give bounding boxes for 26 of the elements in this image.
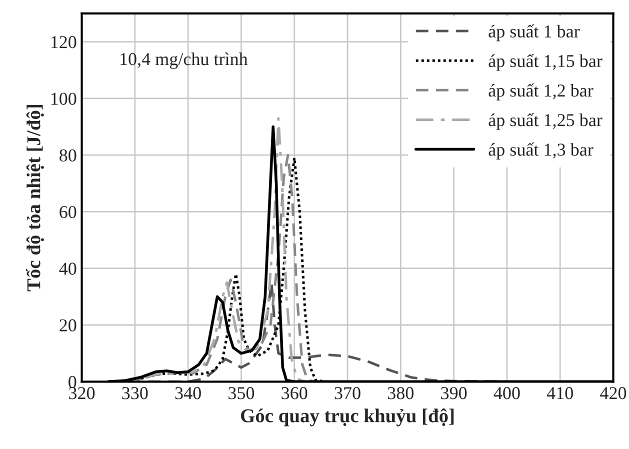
x-tick-label: 340 bbox=[175, 387, 201, 400]
x-tick-label: 330 bbox=[122, 387, 148, 400]
legend-label: áp suất 1,15 bar bbox=[488, 54, 602, 71]
legend-label: áp suất 1,25 bar bbox=[488, 112, 602, 130]
x-tick-label: 380 bbox=[388, 387, 414, 400]
y-tick-label: 80 bbox=[60, 149, 76, 162]
y-tick-label: 120 bbox=[51, 36, 76, 48]
x-tick-label: 360 bbox=[282, 387, 308, 400]
y-tick-label: 60 bbox=[60, 206, 76, 218]
annotation: 10,4 mg/chu trình bbox=[120, 52, 248, 69]
x-tick-label: 400 bbox=[494, 387, 520, 400]
x-tick-label: 410 bbox=[546, 387, 573, 400]
x-tick-label: 390 bbox=[441, 387, 467, 400]
legend-label: áp suất 1,3 bar bbox=[488, 142, 594, 160]
y-tick-label: 20 bbox=[60, 319, 76, 332]
x-tick-label: 350 bbox=[228, 387, 254, 400]
x-tick-label: 320 bbox=[69, 387, 95, 400]
x-tick-label: 370 bbox=[334, 387, 360, 400]
y-tick-label: 40 bbox=[59, 262, 76, 275]
x-axis-title: Góc quay trục khuỷu [độ] bbox=[240, 408, 454, 426]
y-axis-title: Tốc độ tỏa nhiệt [J/độ] bbox=[26, 105, 44, 292]
x-tick-label: 420 bbox=[600, 387, 626, 400]
legend-label: áp suất 1 bar bbox=[488, 24, 580, 42]
y-tick-label: 100 bbox=[51, 92, 76, 105]
legend-label: áp suất 1,2 bar bbox=[488, 83, 594, 100]
y-tick-label: 0 bbox=[68, 376, 76, 388]
